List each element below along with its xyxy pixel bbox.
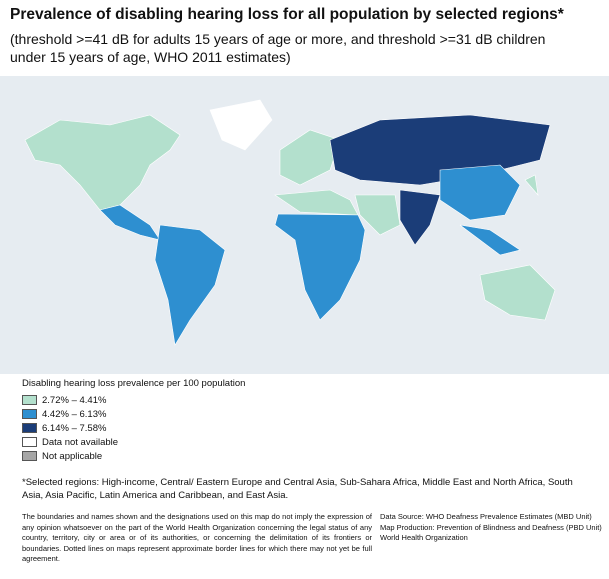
middle-east	[354, 194, 401, 236]
south-asia	[399, 189, 441, 246]
europe	[279, 129, 341, 186]
legend-label: 2.72% – 4.41%	[42, 394, 107, 406]
source-line: Map Production: Prevention of Blindness …	[380, 522, 602, 532]
legend-label: Not applicable	[42, 450, 103, 462]
legend-item: 2.72% – 4.41%	[22, 393, 245, 407]
japan	[524, 174, 539, 196]
legend-item: 4.42% – 6.13%	[22, 407, 245, 421]
legend: Disabling hearing loss prevalence per 10…	[22, 378, 245, 463]
title: Prevalence of disabling hearing loss for…	[10, 6, 564, 23]
south-east-asia	[459, 224, 521, 256]
legend-swatch	[22, 437, 37, 447]
legend-swatch	[22, 451, 37, 461]
greenland	[209, 99, 273, 151]
south-america	[154, 224, 226, 346]
source-line: Data Source: WHO Deafness Prevalence Est…	[380, 512, 592, 521]
north-america	[24, 114, 181, 211]
legend-title: Disabling hearing loss prevalence per 10…	[22, 378, 246, 389]
legend-label: Data not available	[42, 436, 119, 448]
legend-item: Data not available	[22, 435, 245, 449]
australia	[479, 264, 556, 321]
legend-items: 2.72% – 4.41% 4.42% – 6.13% 6.14% – 7.58% D…	[22, 393, 245, 463]
north-africa	[274, 189, 359, 216]
world-map	[0, 76, 609, 374]
africa	[274, 213, 366, 321]
legend-label: 6.14% – 7.58%	[42, 422, 107, 434]
source: Data Source: WHO Deafness Prevalence Est…	[380, 512, 605, 544]
subtitle: (threshold >=41 dB for adults 15 years o…	[10, 31, 546, 65]
east-asia	[439, 164, 521, 221]
disclaimer: The boundaries and names shown and the d…	[22, 512, 372, 563]
legend-item: Not applicable	[22, 449, 245, 463]
legend-label: 4.42% – 6.13%	[42, 408, 107, 420]
legend-swatch	[22, 423, 37, 433]
legend-swatch	[22, 409, 37, 419]
note: *Selected regions: High-income, Central/…	[22, 477, 573, 501]
legend-swatch	[22, 395, 37, 405]
source-line: World Health Organization	[380, 533, 468, 542]
legend-item: 6.14% – 7.58%	[22, 421, 245, 435]
